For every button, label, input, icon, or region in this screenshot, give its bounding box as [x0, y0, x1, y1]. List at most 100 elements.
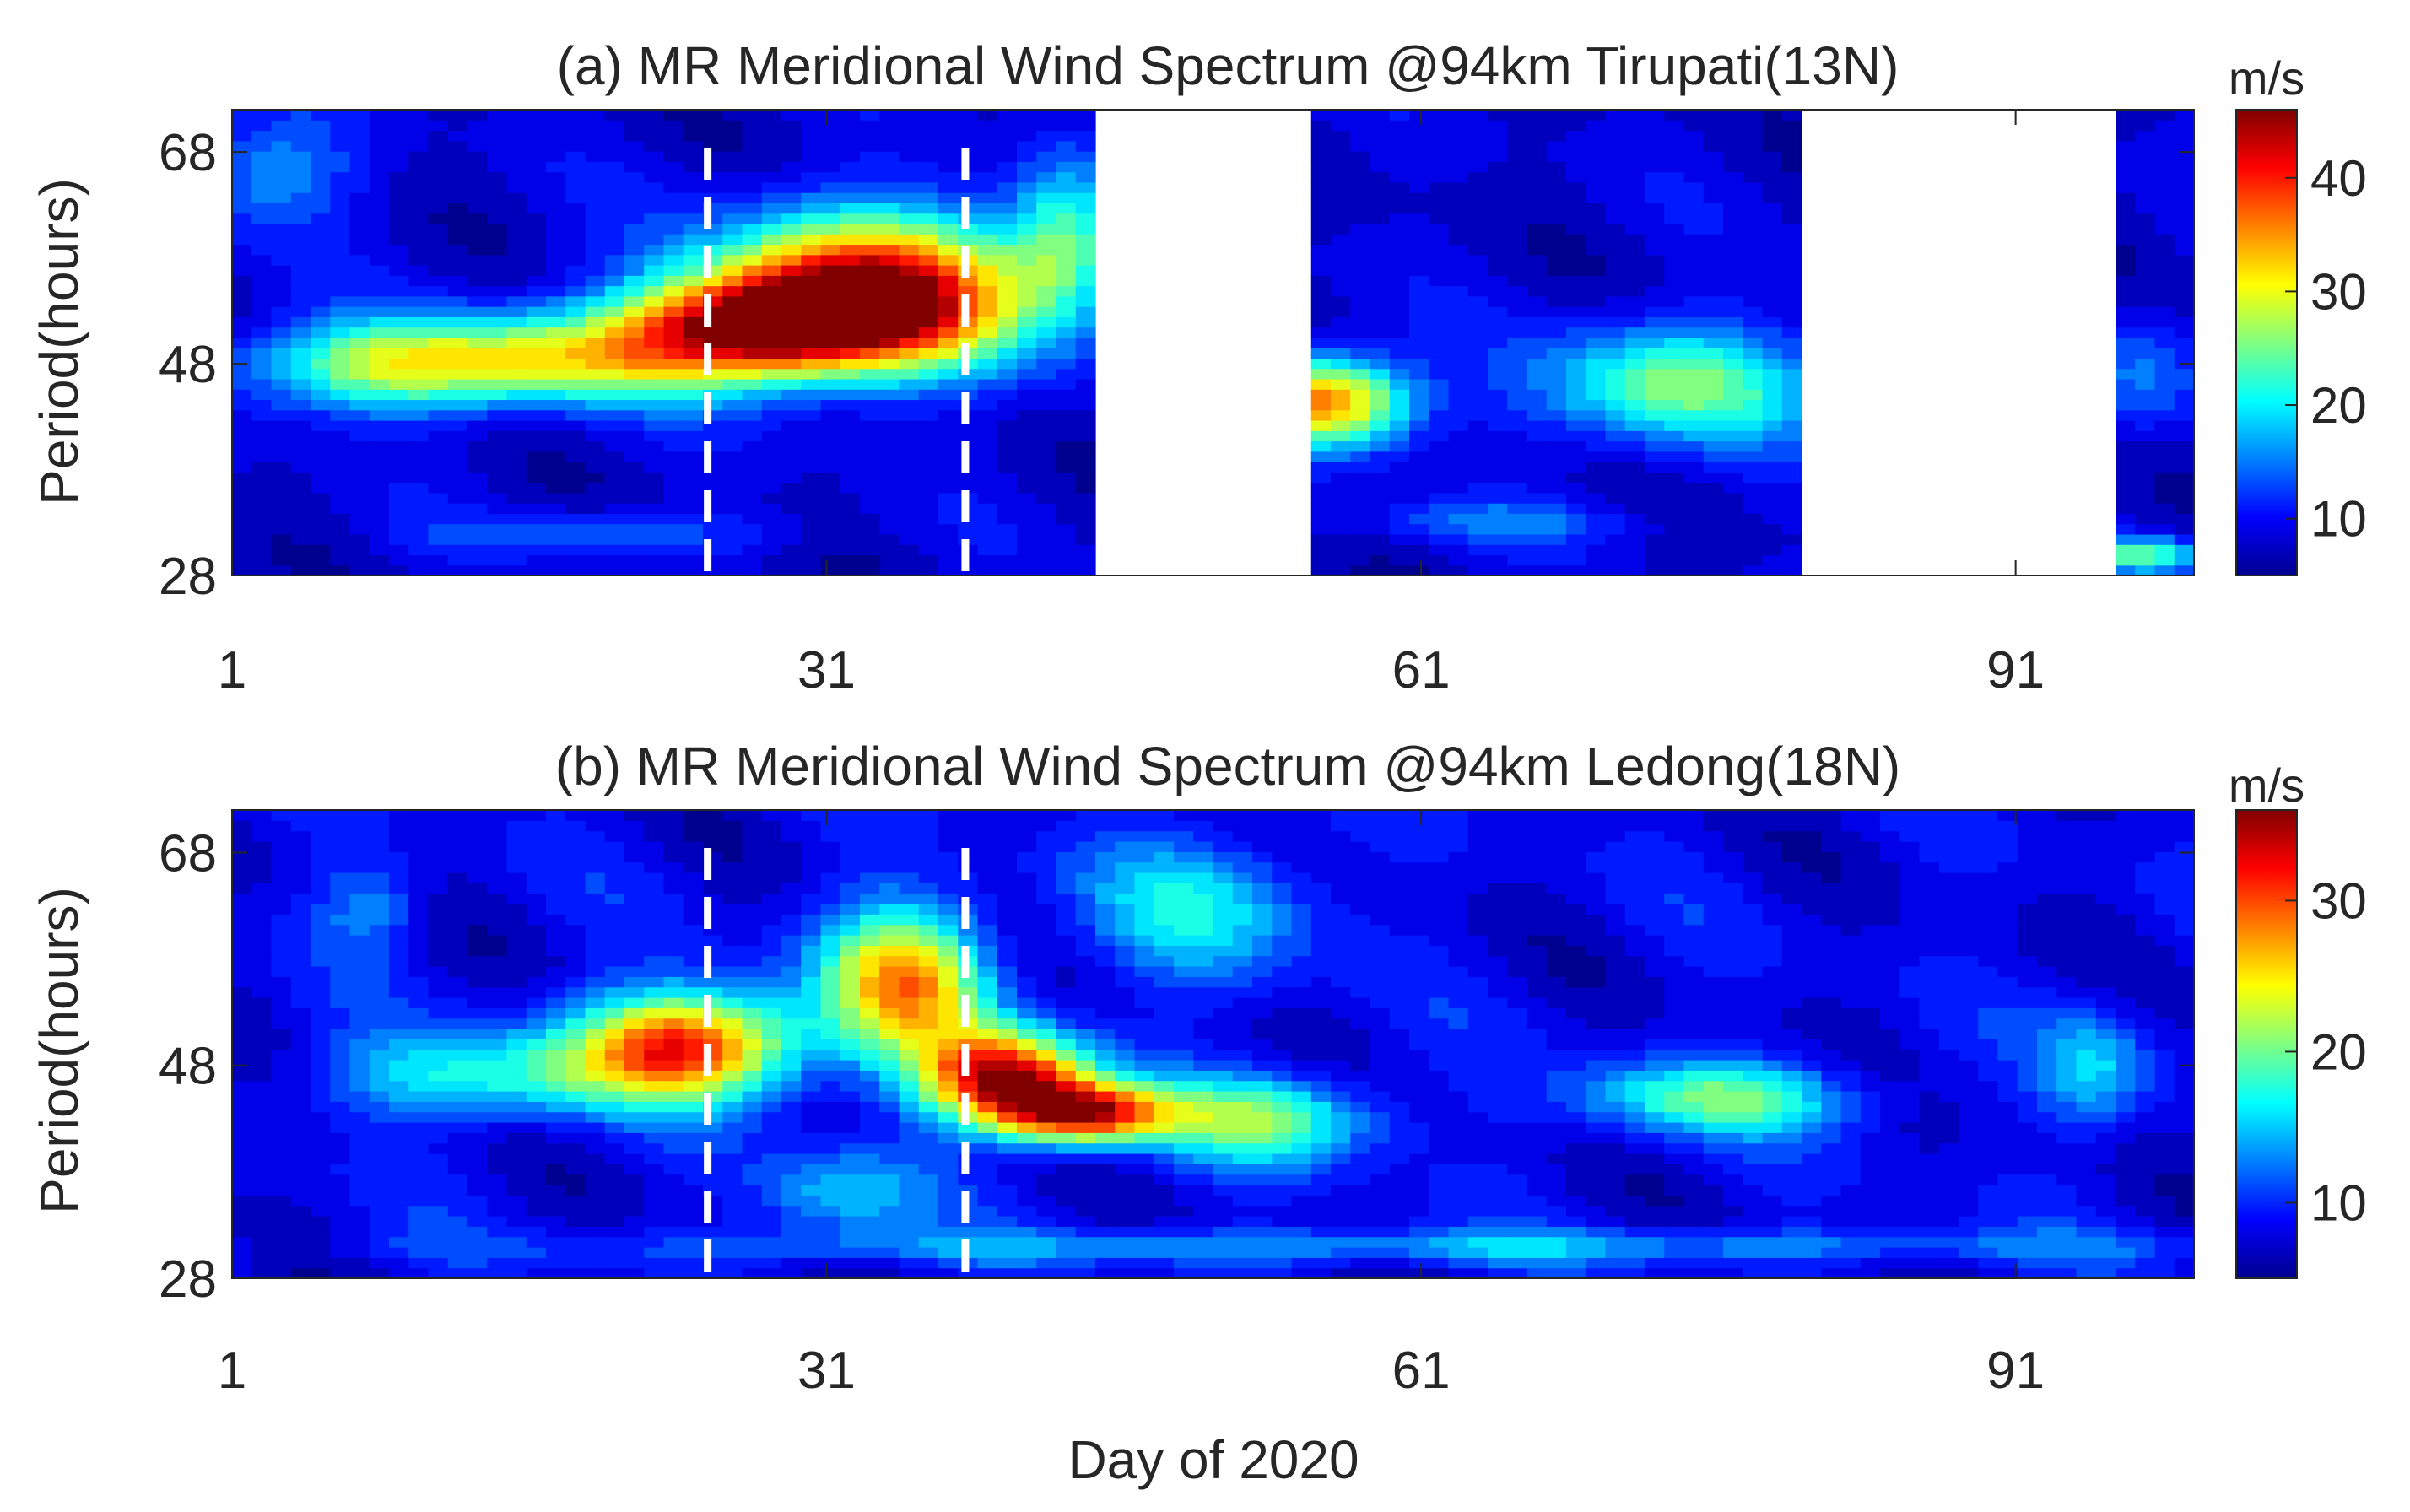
heatmap-cell [840, 389, 861, 401]
heatmap-cell [1017, 389, 1037, 401]
heatmap-cell [428, 1164, 449, 1175]
heatmap-cell [349, 1195, 370, 1207]
heatmap-cell [1409, 544, 1429, 556]
heatmap-cell [761, 513, 782, 525]
heatmap-cell [918, 513, 939, 525]
heatmap-cell [290, 440, 311, 452]
heatmap-cell [487, 130, 508, 142]
heatmap-cell [1683, 120, 1705, 132]
heatmap-cell [1331, 295, 1351, 307]
heatmap-cell [1664, 368, 1685, 380]
heatmap-cell [1370, 110, 1391, 121]
heatmap-cell [644, 872, 665, 883]
heatmap-cell [1409, 430, 1429, 442]
heatmap-cell [330, 523, 351, 535]
heatmap-cell [1566, 378, 1586, 390]
heatmap-cell [251, 564, 273, 576]
heatmap-cell [604, 327, 625, 338]
heatmap-cell [467, 1111, 488, 1123]
heatmap-cell [624, 130, 645, 142]
heatmap-cell [1429, 171, 1450, 183]
heatmap-cell [447, 171, 468, 183]
heatmap-cell [408, 140, 430, 152]
heatmap-cell [2174, 378, 2195, 390]
heatmap-cell [506, 285, 527, 297]
heatmap-cell [683, 1174, 704, 1185]
heatmap-cell [546, 841, 566, 852]
heatmap-cell [840, 1018, 861, 1029]
heatmap-cell [1624, 368, 1645, 380]
heatmap-cell [899, 265, 920, 276]
heatmap-cell [2154, 151, 2175, 162]
heatmap-cell [683, 564, 704, 576]
heatmap-cell [1586, 192, 1607, 203]
heatmap-cell [1370, 306, 1391, 317]
heatmap-cell [467, 810, 488, 821]
heatmap-cell [251, 368, 273, 380]
heatmap-cell [977, 420, 998, 431]
heatmap-cell [1017, 244, 1037, 256]
heatmap-cell [742, 1070, 763, 1082]
heatmap-cell [1056, 254, 1077, 266]
heatmap-cell [1429, 399, 1450, 411]
heatmap-cell [761, 348, 782, 359]
heatmap-cell [1056, 223, 1077, 235]
heatmap-cell [781, 451, 802, 462]
heatmap-cell [801, 171, 822, 183]
heatmap-cell [918, 244, 939, 256]
heatmap-cell [663, 337, 684, 348]
heatmap-cell [1036, 420, 1057, 431]
heatmap-cell [860, 1091, 880, 1102]
heatmap-cell [742, 1018, 763, 1029]
heatmap-cell [624, 358, 645, 370]
heatmap-cell [232, 295, 252, 307]
heatmap-cell [2116, 430, 2136, 442]
heatmap-cell [565, 140, 586, 152]
heatmap-cell [624, 1267, 645, 1279]
heatmap-cell [271, 482, 292, 494]
heatmap-cell [1350, 254, 1371, 266]
heatmap-cell [546, 1153, 566, 1164]
heatmap-cell [879, 462, 900, 472]
heatmap-cell [408, 409, 430, 421]
heatmap-cell [1781, 202, 1802, 214]
colorbar-tick-label: 10 [2310, 491, 2367, 548]
heatmap-cell [644, 399, 665, 411]
heatmap-cell [1645, 140, 1665, 152]
heatmap-cell [369, 1257, 390, 1269]
heatmap-cell [663, 1132, 684, 1144]
heatmap-cell [408, 1267, 430, 1279]
heatmap-cell [742, 1236, 763, 1248]
heatmap-cell [1075, 171, 1096, 183]
heatmap-cell [683, 1049, 704, 1061]
heatmap-cell [1664, 181, 1685, 193]
heatmap-cell [1546, 202, 1567, 214]
heatmap-cell [1056, 181, 1077, 193]
heatmap-cell [801, 1205, 822, 1217]
heatmap-cell [2154, 420, 2175, 431]
heatmap-cell [997, 161, 1018, 173]
heatmap-cell [271, 810, 292, 821]
heatmap-cell [1331, 337, 1351, 348]
heatmap-cell [860, 1153, 880, 1164]
heatmap-cell [311, 1247, 331, 1258]
heatmap-cell [1429, 533, 1450, 545]
heatmap-cell [271, 1091, 292, 1102]
heatmap-cell [447, 120, 468, 132]
heatmap-cell [389, 151, 409, 162]
heatmap-cell [938, 1153, 959, 1164]
heatmap-cell [2174, 513, 2195, 525]
heatmap-cell [2135, 202, 2156, 214]
heatmap-cell [389, 120, 409, 132]
heatmap-cell [506, 935, 527, 946]
heatmap-cell [860, 202, 880, 214]
heatmap-cell [997, 130, 1018, 142]
heatmap-cell [1703, 472, 1724, 483]
heatmap-cell [251, 161, 273, 173]
heatmap-cell [311, 1080, 331, 1092]
heatmap-cell [290, 841, 311, 852]
heatmap-cell [2174, 120, 2195, 132]
y-tick-label: 68 [159, 124, 217, 182]
heatmap-cell [820, 872, 841, 883]
heatmap-cell [251, 841, 273, 852]
